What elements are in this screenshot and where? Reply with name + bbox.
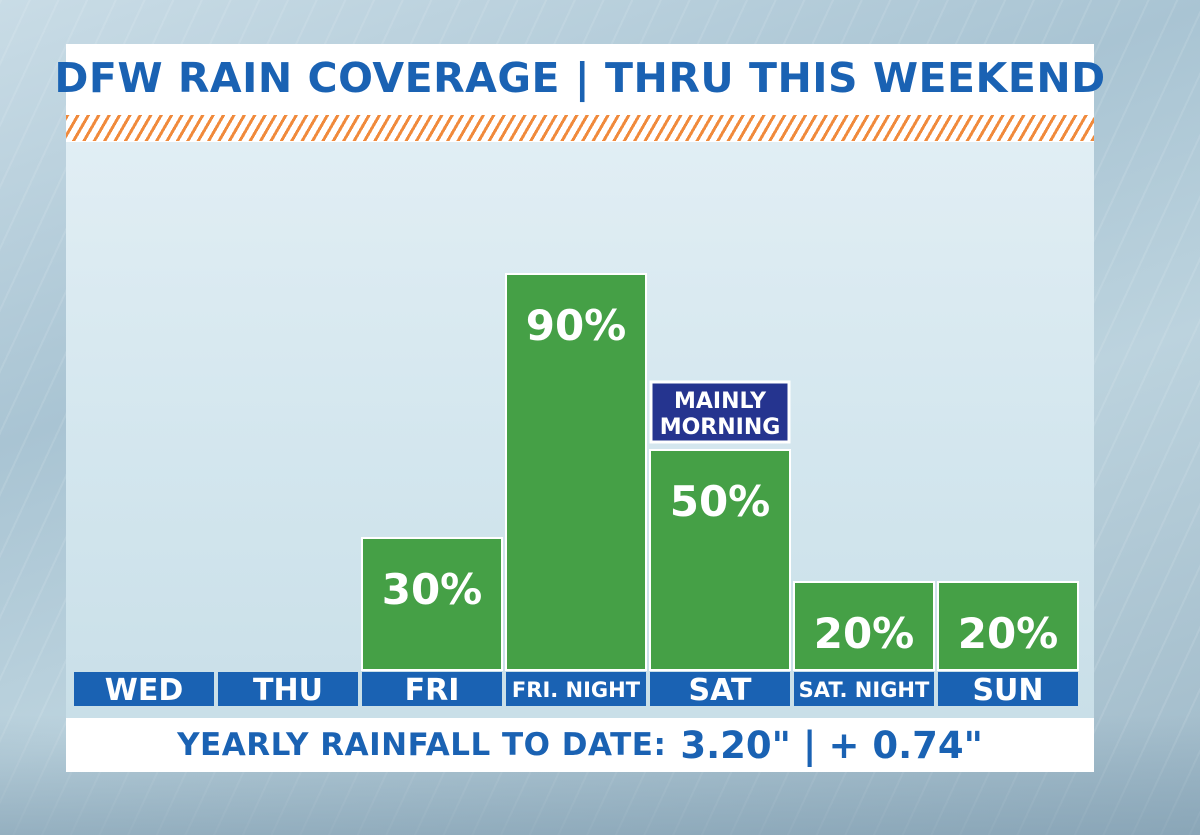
yearly-rainfall-label: YEARLY RAINFALL TO DATE:: [177, 727, 667, 763]
category-cell-sat: [650, 672, 790, 706]
annotation-box: [649, 380, 791, 444]
annotation-text: MAINLY: [674, 389, 767, 414]
plot-area: WED THU 30% FRI 90% FRI. NIGHT 50% SAT 20% SAT. N…: [66, 142, 1094, 718]
tick-label-sat-night: SAT. NIGHT: [799, 678, 930, 702]
tick-label-sun: SUN: [972, 673, 1043, 708]
yearly-rainfall-value: 3.20": [680, 723, 791, 767]
yearly-rainfall-bar: YEARLY RAINFALL TO DATE: 3.20" | + 0.74": [66, 718, 1094, 772]
tick-label-sat: SAT: [689, 673, 752, 708]
tick-label-fri-night: FRI. NIGHT: [512, 678, 641, 702]
bar-sat-night: [793, 581, 935, 671]
bar-sat: [649, 449, 791, 671]
rain-coverage-chart: WED THU 30% FRI 90% FRI. NIGHT 50% SAT 20% SAT. N…: [74, 273, 1079, 708]
data-label-sat: 50%: [670, 477, 771, 526]
yearly-rainfall-departure: + 0.74": [828, 723, 983, 767]
category-cell-thu: [218, 672, 358, 706]
bar-sun: [937, 581, 1079, 671]
bar-fri-night: [505, 273, 647, 671]
yearly-rainfall-separator: |: [802, 723, 817, 767]
category-cell-fri-night: [506, 672, 646, 706]
category-cell-wed: [74, 672, 214, 706]
data-label-fri: 30%: [382, 565, 483, 614]
forecast-board: DFW RAIN COVERAGE | THRU THIS WEEKEND WE…: [54, 44, 1105, 772]
data-label-sun: 20%: [958, 609, 1059, 658]
hatch-stripe: [66, 112, 1094, 142]
tick-label-thu: THU: [253, 673, 323, 708]
category-cell-sun: [938, 672, 1078, 706]
hatch-pattern: [66, 115, 1094, 141]
category-cell-sat-night: [794, 672, 934, 706]
data-label-fri-night: 90%: [526, 301, 627, 350]
tick-label-wed: WED: [105, 673, 184, 708]
category-cell-fri: [362, 672, 502, 706]
tick-label-fri: FRI: [405, 673, 460, 708]
chart-title: DFW RAIN COVERAGE | THRU THIS WEEKEND: [54, 54, 1106, 102]
title-bar: DFW RAIN COVERAGE | THRU THIS WEEKEND: [54, 44, 1105, 112]
annotation-text: MORNING: [660, 415, 781, 440]
data-label-sat-night: 20%: [814, 609, 915, 658]
bar-fri: [361, 537, 503, 671]
